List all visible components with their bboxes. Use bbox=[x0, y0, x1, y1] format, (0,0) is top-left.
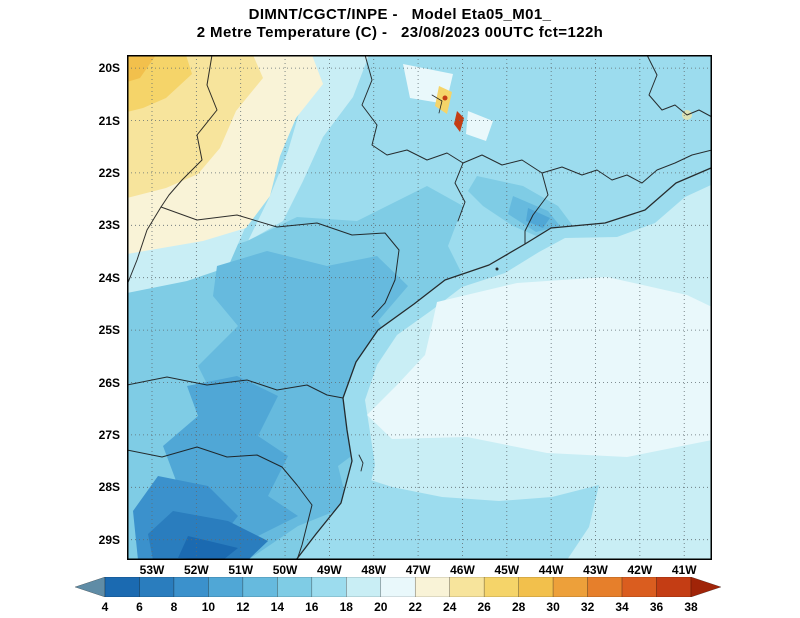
island-florianopolis bbox=[358, 454, 364, 472]
colorbar-tick-label: 32 bbox=[580, 600, 595, 614]
lon-tick-label: 50W bbox=[272, 563, 298, 577]
lat-tick-label: 24S bbox=[98, 270, 120, 285]
lon-tick-label: 53W bbox=[139, 563, 165, 577]
colorbar-tick-label: 12 bbox=[236, 600, 250, 614]
state-border-sp-pr bbox=[160, 206, 400, 318]
land-field bbox=[127, 55, 692, 560]
colorbar-cell bbox=[277, 576, 313, 598]
mountain-cold-10c bbox=[526, 208, 550, 228]
colorbar-cell bbox=[414, 576, 450, 598]
lon-tick-label: 46W bbox=[450, 563, 475, 577]
lat-tick-label: 26S bbox=[98, 375, 120, 390]
warm-orange-28-30c bbox=[127, 55, 156, 82]
colorbar-tick-label: 16 bbox=[305, 600, 319, 614]
lat-tick-label: 23S bbox=[98, 218, 120, 233]
colorbar-tick-label: 20 bbox=[374, 600, 388, 614]
map-frame bbox=[126, 54, 713, 561]
colorbar-tick-label: 26 bbox=[477, 600, 491, 614]
lat-tick-label: 28S bbox=[98, 480, 120, 495]
lon-tick-label: 47W bbox=[405, 563, 431, 577]
colorbar-cell bbox=[621, 576, 657, 598]
plot-title-line2: 2 Metre Temperature (C) - 23/08/2023 00U… bbox=[196, 24, 604, 41]
colorbar-tick-label: 34 bbox=[615, 600, 629, 614]
lon-tick-label: 49W bbox=[317, 563, 342, 577]
lon-tick-label: 44W bbox=[538, 563, 564, 577]
lon-tick-label: 51W bbox=[228, 563, 254, 577]
borders bbox=[126, 54, 713, 561]
lake-outline bbox=[431, 94, 443, 114]
colorbar-cell bbox=[104, 576, 140, 598]
lon-tick-label: 45W bbox=[494, 563, 520, 577]
land-pale-band-18-20c bbox=[248, 55, 369, 241]
land-pale-band-left-18-20c bbox=[127, 228, 245, 293]
lon-tick-label: 48W bbox=[361, 563, 387, 577]
colorbar-cell bbox=[173, 576, 209, 598]
colorbar-cell bbox=[483, 576, 519, 598]
land-coldest-4-6c bbox=[178, 536, 238, 560]
colorbar-tick-label: 4 bbox=[101, 600, 109, 614]
colorbar-cell bbox=[518, 576, 554, 598]
lat-tick-label: 22S bbox=[98, 165, 120, 180]
map-border-frame bbox=[127, 55, 712, 560]
pale-spot-north-2 bbox=[466, 111, 493, 141]
lon-tick-label: 42W bbox=[627, 563, 653, 577]
colorbar-cell bbox=[380, 576, 416, 598]
grid-lines bbox=[127, 55, 712, 560]
colorbar-above-arrow bbox=[690, 576, 722, 598]
colorbar-cell bbox=[552, 576, 588, 598]
colorbar-tick-label: 24 bbox=[443, 600, 457, 614]
colorbar-tick-label: 10 bbox=[201, 600, 216, 614]
lon-tick-label: 43W bbox=[583, 563, 608, 577]
colorbar-tick-label: 36 bbox=[649, 600, 664, 614]
colorbar-cell bbox=[449, 576, 485, 598]
lat-tick-label: 27S bbox=[98, 427, 120, 442]
temperature-map-svg bbox=[126, 54, 713, 561]
warm-speck-red-1 bbox=[442, 95, 448, 101]
colorbar-cell bbox=[656, 576, 692, 598]
state-border-pr-sc bbox=[126, 376, 344, 399]
state-border-parana-river bbox=[126, 54, 218, 286]
colorbar-tick-label: 30 bbox=[546, 600, 560, 614]
island-ilhabela bbox=[495, 267, 499, 271]
state-border-mg bbox=[361, 54, 713, 184]
lat-tick-label: 20S bbox=[98, 61, 120, 76]
colorbar-cell bbox=[208, 576, 244, 598]
colorbar-cell bbox=[346, 576, 382, 598]
lon-tick-label: 52W bbox=[184, 563, 209, 577]
lat-tick-label: 29S bbox=[98, 532, 120, 547]
coastline bbox=[295, 167, 712, 561]
state-border-mg-es bbox=[646, 54, 713, 118]
colorbar-tick-label: 22 bbox=[408, 600, 422, 614]
land-cold-6-8c bbox=[148, 511, 268, 560]
ocean-south-16-18c bbox=[296, 475, 599, 560]
colorbar-cell bbox=[242, 576, 278, 598]
state-border-rj-sp bbox=[524, 172, 549, 245]
colorbar bbox=[74, 576, 722, 598]
colorbar-tick-label: 6 bbox=[136, 600, 143, 614]
colorbar-cell bbox=[587, 576, 623, 598]
lat-tick-label: 21S bbox=[98, 113, 120, 128]
colorbar-below-arrow bbox=[74, 576, 106, 598]
colorbar-tick-label: 8 bbox=[170, 600, 178, 614]
state-border-mg-sp bbox=[454, 162, 466, 222]
colorbar-cell bbox=[311, 576, 347, 598]
lon-tick-label: 41W bbox=[671, 563, 697, 577]
colorbar-svg bbox=[74, 576, 722, 598]
warm-speck-red-2 bbox=[454, 111, 464, 132]
lat-tick-label: 25S bbox=[98, 323, 120, 338]
colorbar-tick-label: 18 bbox=[339, 600, 353, 614]
colorbar-tick-label: 38 bbox=[684, 600, 698, 614]
plot-title-line1: DIMNT/CGCT/INPE - Model Eta05_M01_ bbox=[248, 6, 552, 23]
ocean-warm-pale-20-22c bbox=[367, 277, 712, 457]
colorbar-tick-label: 14 bbox=[270, 600, 285, 614]
colorbar-tick-label: 28 bbox=[511, 600, 526, 614]
state-border-sc-rs bbox=[126, 446, 313, 558]
colorbar-cell bbox=[139, 576, 175, 598]
